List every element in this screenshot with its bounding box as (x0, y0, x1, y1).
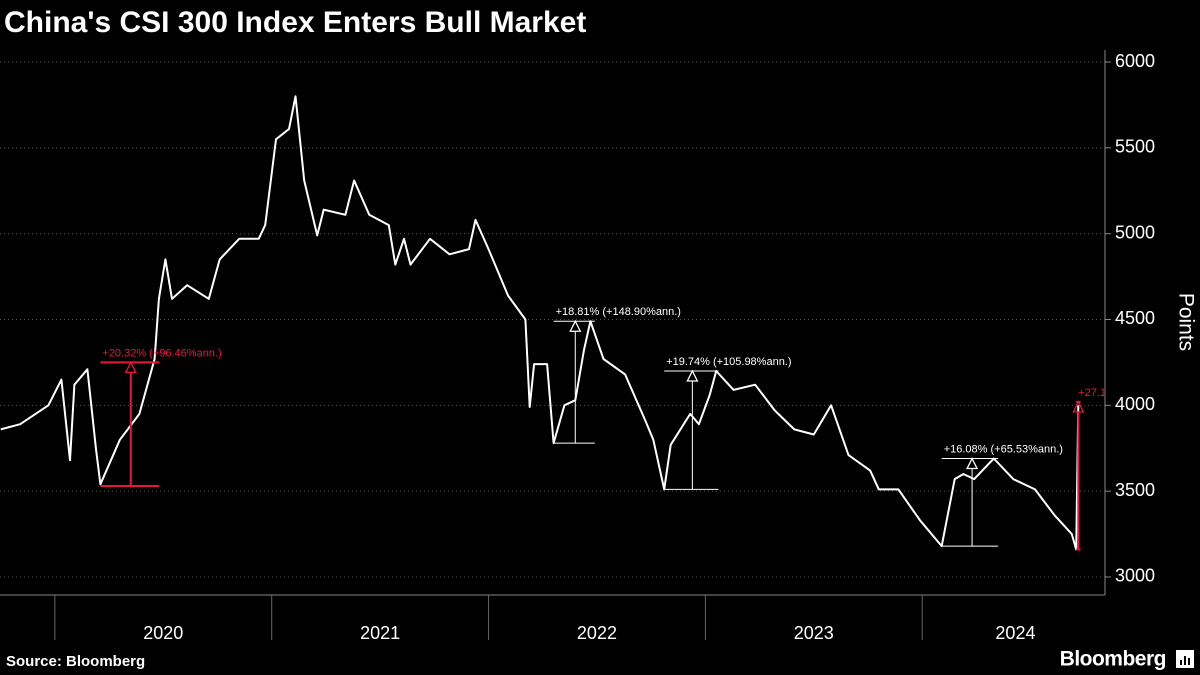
y-tick-label: 6000 (1115, 51, 1155, 71)
chart-title: China's CSI 300 Index Enters Bull Market (4, 6, 586, 39)
y-tick-label: 3000 (1115, 566, 1155, 586)
logo-icon-bar (1184, 656, 1186, 665)
annotation-label: +27.1 (1078, 387, 1106, 399)
x-tick-label: 2023 (794, 623, 834, 643)
annotation-arrow (1072, 400, 1085, 413)
annotation-arrow (966, 457, 979, 470)
x-tick-label: 2020 (143, 623, 183, 643)
source: Source: Bloomberg (6, 653, 145, 670)
annotation-label: +19.74% (+105.98%ann.) (666, 356, 791, 368)
annotation-arrow (686, 369, 699, 382)
index-line (0, 95, 1080, 551)
x-tick-label: 2022 (577, 623, 617, 643)
logo-icon-bar (1180, 660, 1182, 665)
logo-icon-bar (1188, 658, 1190, 665)
annotation-arrow (124, 360, 137, 374)
x-tick-label: 2024 (995, 623, 1035, 643)
x-tick-label: 2021 (360, 623, 400, 643)
y-tick-label: 5500 (1115, 137, 1155, 157)
annotation-label: +16.08% (+65.53%ann.) (944, 443, 1063, 455)
y-axis-label: Points (1174, 293, 1197, 351)
annotation-arrow (569, 319, 582, 332)
y-tick-label: 3500 (1115, 480, 1155, 500)
logo: Bloomberg (1060, 648, 1166, 671)
y-tick-label: 4500 (1115, 308, 1155, 328)
annotation-label: +18.81% (+148.90%ann.) (556, 306, 681, 318)
annotation-label: +20.32% (+96.46%ann.) (102, 347, 221, 359)
y-tick-label: 5000 (1115, 222, 1155, 242)
y-tick-label: 4000 (1115, 394, 1155, 414)
